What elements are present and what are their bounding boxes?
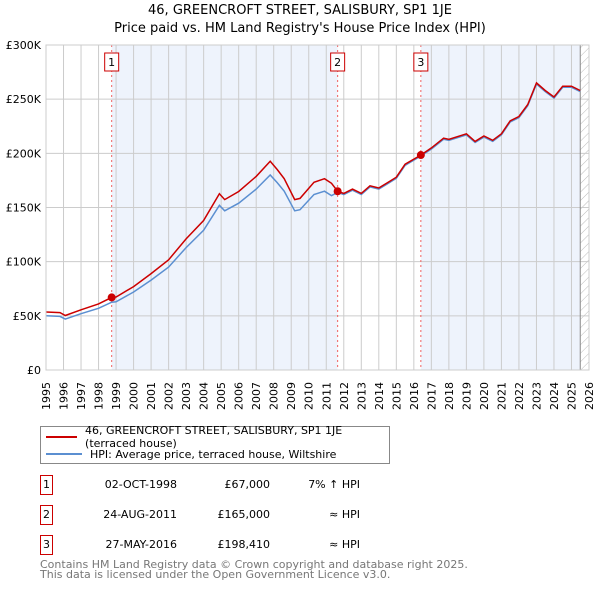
x-tick-label: 2011 [320, 382, 333, 410]
sale-row: 1 02-OCT-1998 £67,000 7% ↑ HPI [40, 475, 440, 495]
sale-label-box [413, 52, 429, 72]
sale-label: 2 [334, 56, 341, 69]
plot-border [45, 44, 590, 371]
x-tick-label: 2005 [215, 382, 228, 410]
legend: 46, GREENCROFT STREET, SALISBURY, SP1 1J… [40, 424, 390, 464]
y-tick-label: £150K [6, 202, 42, 215]
x-tick-label: 1995 [40, 382, 53, 410]
x-tick-label: 2009 [285, 382, 298, 410]
sale-row: 3 27-MAY-2016 £198,410 ≈ HPI [40, 535, 440, 555]
sale-price: £165,000 [217, 508, 271, 521]
x-tick-label: 2012 [338, 382, 351, 410]
sale-label: 3 [417, 56, 424, 69]
chart-title: 46, GREENCROFT STREET, SALISBURY, SP1 1J… [148, 3, 452, 18]
x-tick-label: 2016 [408, 382, 421, 410]
x-tick-label: 2018 [443, 382, 456, 410]
sale-date: 24-AUG-2011 [103, 508, 177, 521]
y-tick-label: £200K [6, 147, 42, 160]
sale-marker-badge: 3 [40, 535, 53, 555]
x-tick-label: 2008 [268, 382, 281, 410]
x-tick-label: 2015 [390, 382, 403, 410]
sale-marker-badge: 1 [40, 475, 53, 495]
sale-hpi-relation: 7% ↑ HPI [308, 478, 360, 491]
sale-label-box [104, 52, 120, 72]
chart-subtitle: Price paid vs. HM Land Registry's House … [114, 21, 486, 36]
footer-licence: This data is licensed under the Open Gov… [40, 568, 391, 581]
legend-swatch-red [46, 436, 78, 438]
footer: Contains HM Land Registry data © Crown c… [40, 558, 468, 581]
x-tick-label: 1997 [75, 382, 88, 410]
legend-label: 46, GREENCROFT STREET, SALISBURY, SP1 1J… [85, 424, 343, 450]
sale-label: 1 [108, 56, 115, 69]
x-tick-label: 2021 [495, 382, 508, 410]
series-line [45, 81, 581, 317]
sale-row: 2 24-AUG-2011 £165,000 ≈ HPI [40, 505, 440, 525]
x-tick-label: 2022 [513, 382, 526, 410]
legend-label: HPI: Average price, terraced house, Wilt… [90, 447, 337, 461]
y-tick-label: £100K [6, 256, 42, 269]
x-tick-label: 2002 [163, 382, 176, 410]
sale-hpi-relation: ≈ HPI [329, 538, 360, 551]
x-tick-label: 2026 [583, 382, 596, 410]
x-tick-label: 2019 [460, 382, 473, 410]
sale-date: 27-MAY-2016 [105, 538, 177, 551]
sale-label-box [330, 52, 346, 72]
x-tick-label: 2024 [548, 382, 561, 410]
x-tick-label: 2001 [145, 382, 158, 410]
legend-item-property: 46, GREENCROFT STREET, SALISBURY, SP1 1J… [41, 424, 389, 450]
legend-item-hpi: HPI: Average price, terraced house, Wilt… [41, 446, 336, 462]
sale-hpi-relation: ≈ HPI [329, 508, 360, 521]
sale-marker-badge: 2 [40, 505, 53, 525]
sale-point [107, 293, 116, 302]
sale-point [333, 187, 342, 196]
plot-area: 1995 1996 1997 1998 1999 2000 2001 2002 2003 2004… [6, 39, 596, 410]
x-tick-label: 2004 [198, 382, 211, 410]
x-tick-label: 2006 [233, 382, 246, 410]
legend-swatch-blue [46, 453, 82, 455]
x-tick-label: 2013 [355, 382, 368, 410]
y-tick-label: £0 [27, 364, 41, 377]
x-tick-label: 1999 [110, 382, 123, 410]
x-tick-label: 2020 [478, 382, 491, 410]
x-tick-label: 2003 [180, 382, 193, 410]
footer-copyright: Contains HM Land Registry data © Crown c… [40, 558, 468, 571]
x-tick-label: 2025 [565, 382, 578, 410]
y-tick-label: £50K [13, 310, 42, 323]
x-tick-label: 2000 [128, 382, 141, 410]
x-tick-label: 2010 [303, 382, 316, 410]
x-tick-label: 2023 [530, 382, 543, 410]
x-tick-label: 2014 [373, 382, 386, 410]
sale-point [416, 151, 425, 160]
y-tick-label: £250K [6, 93, 42, 106]
x-tick-label: 2007 [250, 382, 263, 410]
sale-price: £198,410 [217, 538, 271, 551]
x-tick-label: 2017 [425, 382, 438, 410]
x-tick-label: 1998 [93, 382, 106, 410]
y-tick-label: £300K [6, 39, 42, 52]
x-tick-label: 1996 [58, 382, 71, 410]
sale-price: £67,000 [224, 478, 271, 491]
sale-date: 02-OCT-1998 [104, 478, 177, 491]
